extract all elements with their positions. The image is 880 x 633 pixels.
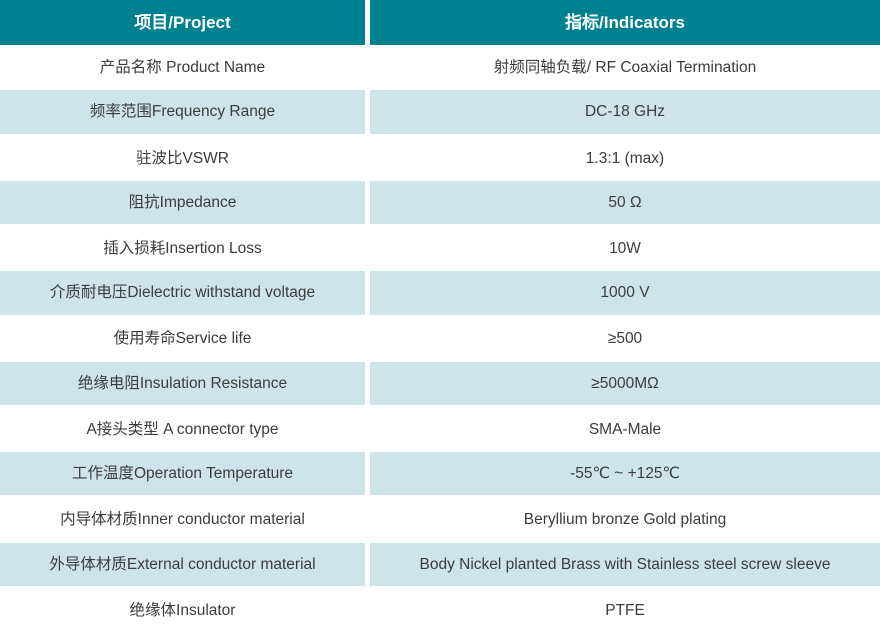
table-row: 阻抗Impedance 50 Ω xyxy=(0,180,880,227)
indicator-cell: 射频同轴负载/ RF Coaxial Termination xyxy=(370,45,880,91)
indicator-cell: 10W xyxy=(370,226,880,272)
project-cell: 产品名称 Product Name xyxy=(0,45,365,91)
table-row: 频率范围Frequency Range DC-18 GHz xyxy=(0,90,880,136)
project-cell: 驻波比VSWR xyxy=(0,135,365,181)
project-cell: 频率范围Frequency Range xyxy=(0,90,365,136)
project-cell: 使用寿命Service life xyxy=(0,316,365,362)
indicator-cell: Beryllium bronze Gold plating xyxy=(370,497,880,543)
table-row: 外导体材质External conductor material Body Ni… xyxy=(0,542,880,588)
indicator-cell: SMA-Male xyxy=(370,406,880,453)
project-cell: 内导体材质Inner conductor material xyxy=(0,497,365,543)
table-row: 工作温度Operation Temperature -55℃ ~ +125℃ xyxy=(0,452,880,498)
table-row: 使用寿命Service life ≥500 xyxy=(0,316,880,362)
indicator-cell: ≥500 xyxy=(370,316,880,362)
project-cell: 绝缘电阻Insulation Resistance xyxy=(0,361,365,407)
table-row: 绝缘电阻Insulation Resistance ≥5000MΩ xyxy=(0,361,880,407)
project-cell: 插入损耗Insertion Loss xyxy=(0,226,365,272)
table-row: 产品名称 Product Name 射频同轴负载/ RF Coaxial Ter… xyxy=(0,45,880,91)
project-column-header: 项目/Project xyxy=(0,0,365,46)
project-cell: A接头类型 A connector type xyxy=(0,406,365,453)
project-cell: 外导体材质External conductor material xyxy=(0,542,365,588)
indicator-cell: ≥5000MΩ xyxy=(370,361,880,407)
project-cell: 阻抗Impedance xyxy=(0,180,365,227)
table-row: 驻波比VSWR 1.3:1 (max) xyxy=(0,135,880,181)
table-row: 绝缘体Insulator PTFE xyxy=(0,587,880,633)
indicator-cell: 50 Ω xyxy=(370,180,880,227)
project-cell: 工作温度Operation Temperature xyxy=(0,452,365,498)
indicator-cell: Body Nickel planted Brass with Stainless… xyxy=(370,542,880,588)
indicator-cell: -55℃ ~ +125℃ xyxy=(370,452,880,498)
project-cell: 介质耐电压Dielectric withstand voltage xyxy=(0,271,365,317)
table-row: 内导体材质Inner conductor material Beryllium … xyxy=(0,497,880,543)
table-row: 介质耐电压Dielectric withstand voltage 1000 V xyxy=(0,271,880,317)
project-cell: 绝缘体Insulator xyxy=(0,587,365,633)
indicator-cell: 1.3:1 (max) xyxy=(370,135,880,181)
table-row: A接头类型 A connector type SMA-Male xyxy=(0,406,880,453)
indicator-cell: 1000 V xyxy=(370,271,880,317)
indicator-cell: PTFE xyxy=(370,587,880,633)
table-row: 插入损耗Insertion Loss 10W xyxy=(0,226,880,272)
indicator-cell: DC-18 GHz xyxy=(370,90,880,136)
indicators-column-header: 指标/Indicators xyxy=(370,0,880,46)
table-header-row: 项目/Project 指标/Indicators xyxy=(0,0,880,46)
